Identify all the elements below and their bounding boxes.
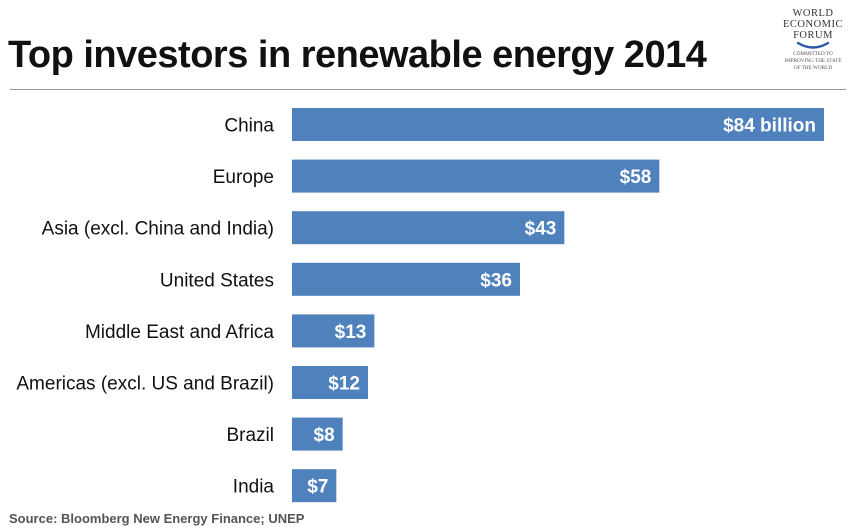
value-label-india: $7 <box>307 477 328 498</box>
category-label-china: China <box>224 116 274 137</box>
chart-title: Top investors in renewable energy 2014 <box>8 34 707 76</box>
category-label-americas-excl-us-and-brazil: Americas (excl. US and Brazil) <box>16 374 274 395</box>
logo-name-line-2: ECONOMIC <box>782 19 843 30</box>
category-label-united-states: United States <box>160 270 274 291</box>
bar-middle-east-and-africa <box>292 314 375 348</box>
category-label-brazil: Brazil <box>226 425 274 446</box>
category-label-middle-east-and-africa: Middle East and Africa <box>85 322 274 343</box>
source-note: Source: Bloomberg New Energy Finance; UN… <box>9 511 305 526</box>
logo-tagline-line-2: IMPROVING THE STATE <box>784 58 842 64</box>
value-label-brazil: $8 <box>314 425 335 446</box>
value-label-americas-excl-us-and-brazil: $12 <box>328 374 360 395</box>
bar-united-states <box>292 262 520 296</box>
title-divider <box>10 89 846 90</box>
value-label-china: $84 billion <box>723 116 816 137</box>
bar-americas-excl-us-and-brazil <box>292 366 368 399</box>
bar-asia-excl-china-and-india <box>292 211 565 245</box>
logo-name-line-3: FORUM <box>793 30 833 41</box>
wef-logo: WORLD ECONOMIC FORUM COMMITTED TO IMPROV… <box>778 8 848 80</box>
logo-swoosh-icon <box>796 41 830 49</box>
category-label-india: India <box>233 477 275 498</box>
logo-name-line-1: WORLD <box>792 8 834 19</box>
category-label-asia-excl-china-and-india: Asia (excl. China and India) <box>42 219 274 240</box>
bar-europe <box>292 159 660 193</box>
logo-tagline-line-1: COMMITTED TO <box>793 51 833 57</box>
value-label-united-states: $36 <box>480 270 512 291</box>
value-label-europe: $58 <box>620 167 652 188</box>
logo-tagline-line-3: OF THE WORLD <box>793 65 833 71</box>
value-label-asia-excl-china-and-india: $43 <box>525 219 557 240</box>
value-label-middle-east-and-africa: $13 <box>335 322 367 343</box>
bar-brazil <box>292 417 343 451</box>
bar-china <box>292 108 824 141</box>
bar-india <box>292 469 337 503</box>
category-label-europe: Europe <box>213 167 274 188</box>
